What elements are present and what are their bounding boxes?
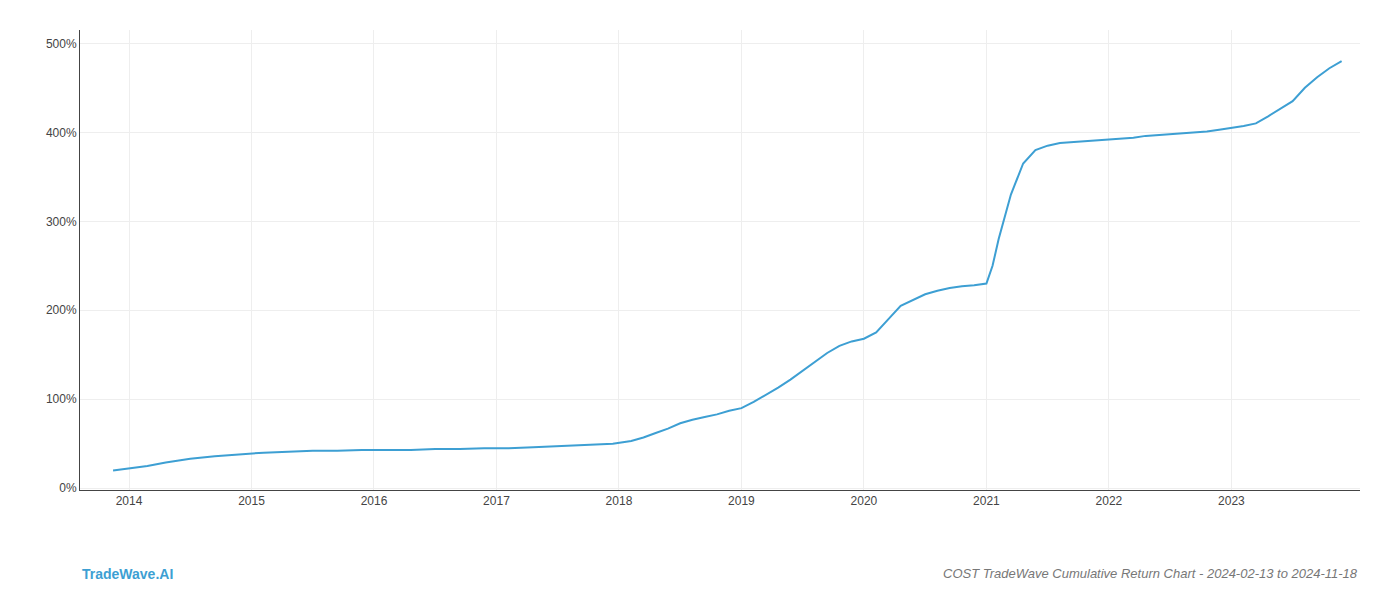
svg-text:2019: 2019: [728, 494, 755, 508]
svg-text:100%: 100%: [46, 392, 77, 406]
svg-text:500%: 500%: [46, 37, 77, 51]
svg-text:2021: 2021: [973, 494, 1000, 508]
svg-text:0%: 0%: [59, 481, 77, 495]
svg-text:TradeWave.AI: TradeWave.AI: [82, 566, 173, 582]
svg-text:2014: 2014: [116, 494, 143, 508]
svg-text:2015: 2015: [238, 494, 265, 508]
svg-text:2020: 2020: [851, 494, 878, 508]
svg-text:400%: 400%: [46, 126, 77, 140]
svg-text:COST TradeWave Cumulative Retu: COST TradeWave Cumulative Return Chart -…: [943, 566, 1358, 581]
svg-text:2016: 2016: [361, 494, 388, 508]
svg-text:2018: 2018: [606, 494, 633, 508]
svg-text:2022: 2022: [1096, 494, 1123, 508]
svg-text:300%: 300%: [46, 215, 77, 229]
svg-text:200%: 200%: [46, 303, 77, 317]
svg-text:2023: 2023: [1218, 494, 1245, 508]
svg-text:2017: 2017: [483, 494, 510, 508]
